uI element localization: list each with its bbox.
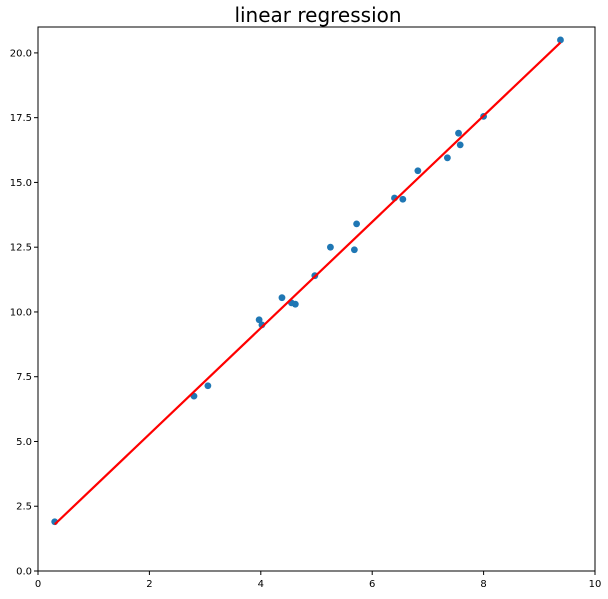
- y-tick-label: 17.5: [10, 113, 32, 124]
- scatter-point: [327, 243, 334, 251]
- plot-area: 0 2 4 6 8 10 0.0 2.5 5.0 7.5 10.0 12.5 15.0 17.5 20.0: [10, 26, 602, 590]
- scatter-point: [557, 36, 564, 44]
- scatter-point: [399, 195, 407, 203]
- scatter-point: [414, 167, 422, 175]
- regression-line: [53, 41, 562, 526]
- scatter-point: [443, 154, 451, 162]
- x-tick-label: 0: [35, 579, 41, 590]
- x-tick-label: 4: [258, 579, 264, 590]
- y-tick-label: 15.0: [10, 178, 32, 189]
- chart-title: linear regression: [234, 3, 401, 27]
- y-tick-label: 5.0: [16, 437, 32, 448]
- scatter-point: [455, 129, 462, 137]
- y-tick-label: 0.0: [16, 567, 32, 578]
- y-tick-label: 12.5: [10, 243, 32, 254]
- scatter-point: [278, 294, 286, 302]
- y-tick-label: 20.0: [10, 48, 32, 59]
- y-tick-label: 10.0: [10, 307, 32, 318]
- axes-frame: [37, 26, 596, 572]
- x-tick-label: 6: [369, 579, 375, 590]
- scatter-point: [353, 220, 361, 228]
- x-tick-label: 10: [589, 579, 602, 590]
- x-tick-label: 8: [480, 579, 486, 590]
- scatter-point: [456, 141, 464, 149]
- scatter-point: [204, 382, 212, 390]
- scatter-point: [255, 316, 263, 324]
- y-tick-label: 2.5: [16, 502, 32, 513]
- scatter-point: [350, 246, 358, 254]
- y-tick-label: 7.5: [16, 372, 32, 383]
- scatter-point: [291, 300, 299, 308]
- x-tick-label: 2: [146, 579, 152, 590]
